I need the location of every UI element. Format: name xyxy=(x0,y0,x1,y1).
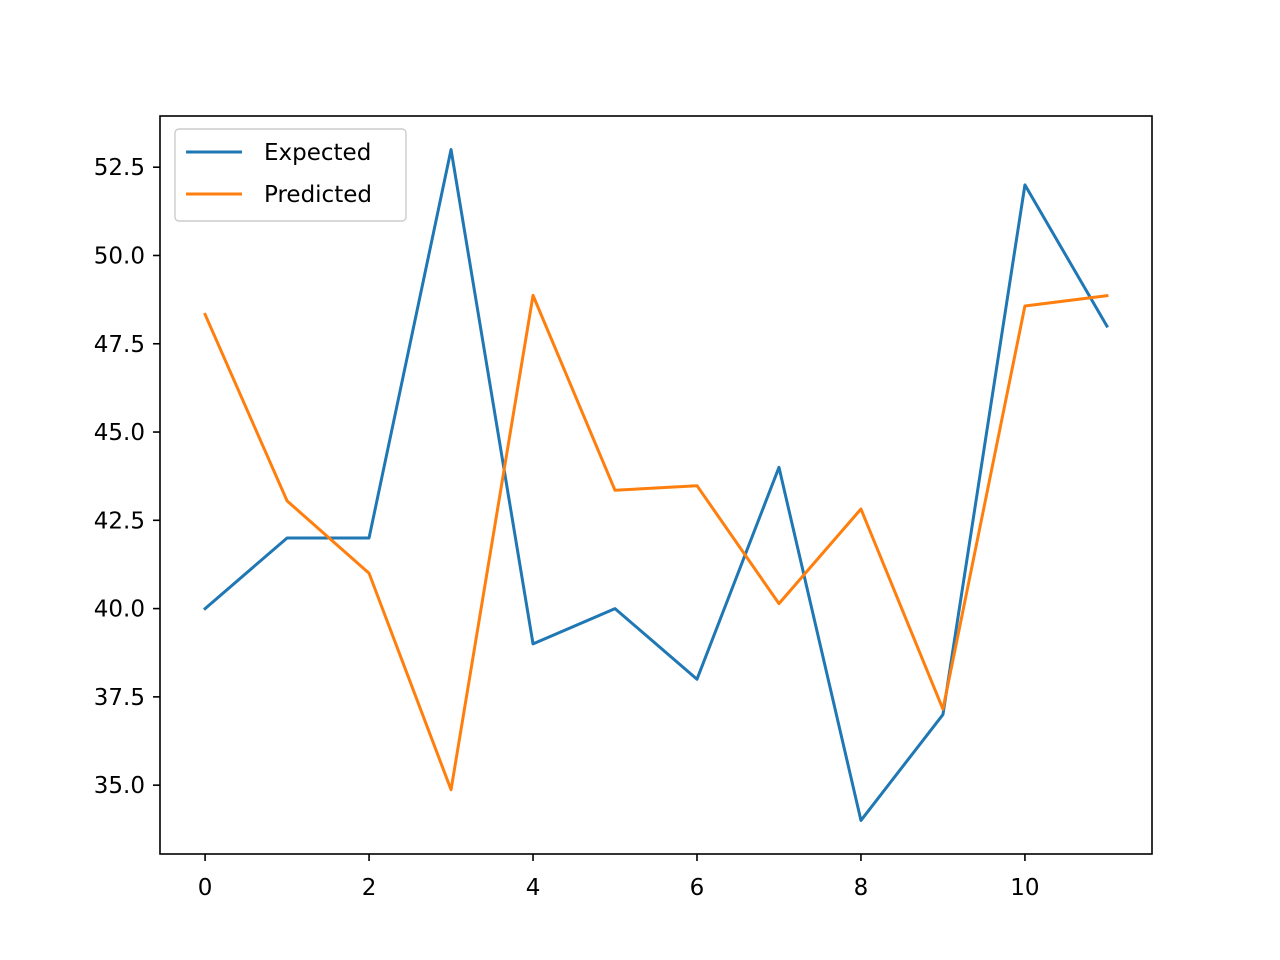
y-tick-label: 35.0 xyxy=(94,773,145,799)
data-point-predicted xyxy=(695,484,699,488)
data-point-predicted xyxy=(449,788,453,792)
x-tick-label: 2 xyxy=(362,875,377,901)
data-point-predicted xyxy=(285,499,289,503)
legend-label-expected: Expected xyxy=(264,140,371,166)
y-tick-label: 50.0 xyxy=(94,243,145,269)
series-line-predicted xyxy=(203,293,1109,792)
data-point-expected xyxy=(203,607,207,611)
x-tick-label: 8 xyxy=(854,875,869,901)
y-tick-label: 40.0 xyxy=(94,597,145,623)
plot-area xyxy=(202,148,1109,822)
legend: Expected Predicted xyxy=(174,128,407,222)
y-tick-label: 42.5 xyxy=(94,508,145,534)
data-point-expected xyxy=(613,607,617,611)
data-point-expected xyxy=(695,677,699,681)
data-point-expected xyxy=(367,536,371,540)
data-point-predicted xyxy=(613,488,617,492)
data-point-predicted xyxy=(203,312,207,316)
data-point-expected xyxy=(1023,183,1027,187)
data-point-predicted xyxy=(941,707,945,711)
data-point-expected xyxy=(777,465,781,469)
data-point-expected xyxy=(531,642,535,646)
x-axis: 0 2 4 6 8 10 xyxy=(198,854,1040,901)
data-point-expected xyxy=(285,536,289,540)
y-tick-label: 47.5 xyxy=(94,332,145,358)
data-point-predicted xyxy=(367,571,371,575)
data-point-expected xyxy=(449,148,453,152)
x-tick-label: 6 xyxy=(690,875,705,901)
series-line-expected xyxy=(202,148,1109,822)
data-point-predicted xyxy=(1105,294,1109,298)
data-point-expected xyxy=(859,818,863,822)
axes-frame xyxy=(159,115,1153,855)
data-point-predicted xyxy=(531,293,535,297)
x-tick-label: 0 xyxy=(198,875,213,901)
data-point-predicted xyxy=(1023,304,1027,308)
y-tick-label: 37.5 xyxy=(94,685,145,711)
data-point-expected xyxy=(1105,324,1109,328)
y-axis: 35.0 37.5 40.0 42.5 45.0 47.5 50.0 52.5 xyxy=(94,155,160,799)
data-point-expected xyxy=(941,713,945,717)
data-point-predicted xyxy=(777,602,781,606)
x-tick-label: 4 xyxy=(526,875,541,901)
y-tick-label: 52.5 xyxy=(94,155,145,181)
legend-label-predicted: Predicted xyxy=(264,182,372,208)
x-tick-label: 10 xyxy=(1010,875,1039,901)
data-point-predicted xyxy=(859,507,863,511)
y-tick-label: 45.0 xyxy=(94,420,145,446)
